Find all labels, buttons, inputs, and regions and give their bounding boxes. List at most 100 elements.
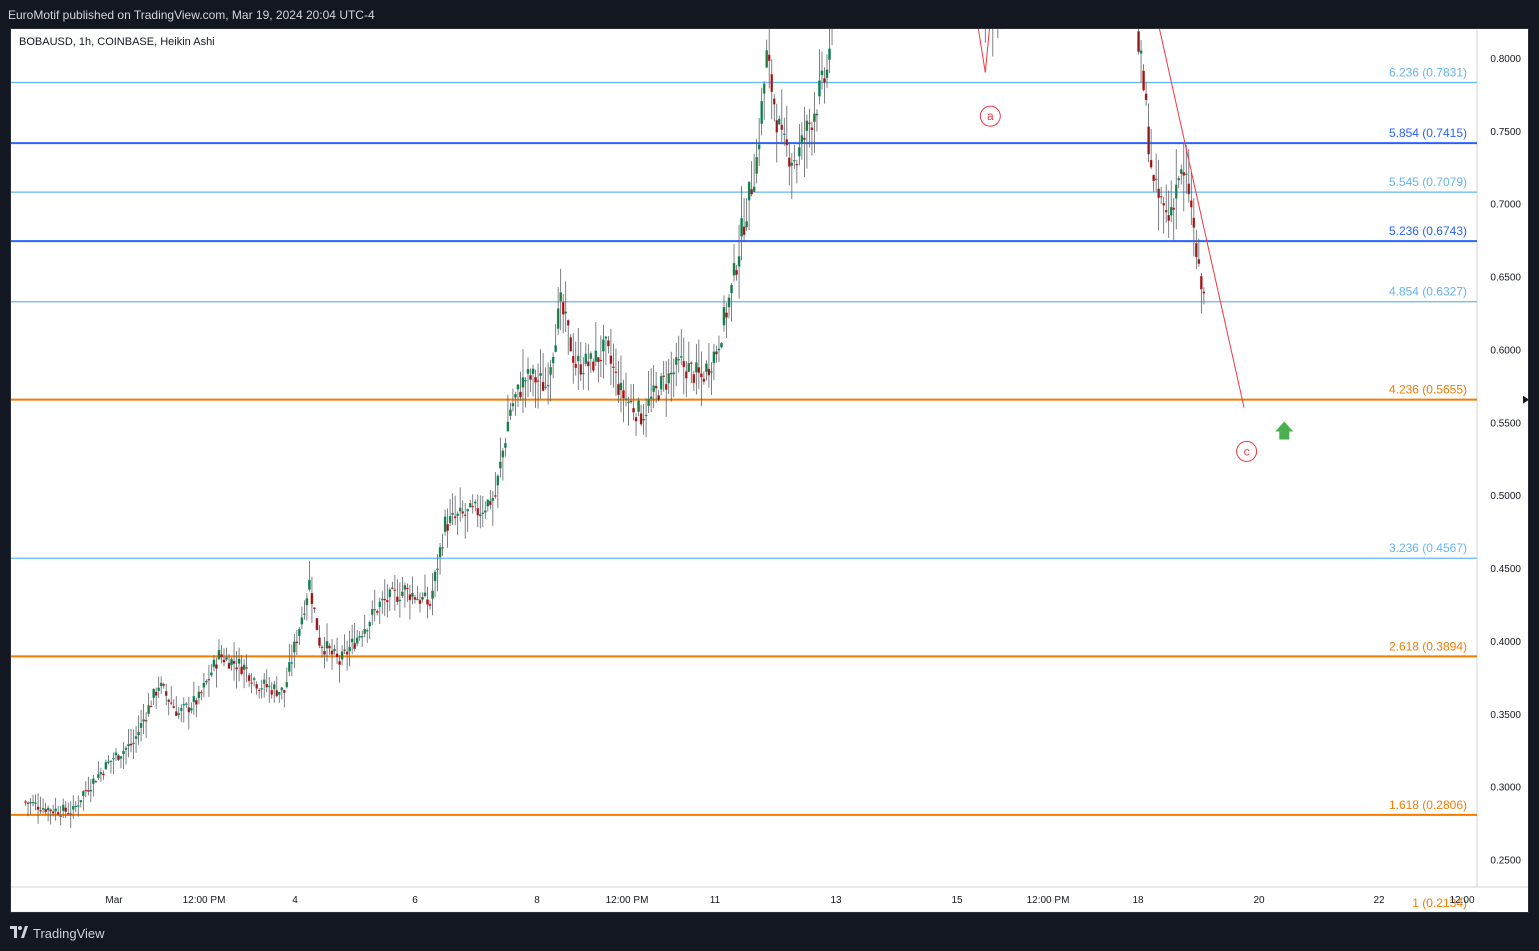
candle-body (134, 736, 138, 739)
fib-level-label: 4.854 (0.6327) (1389, 285, 1467, 299)
candle-body (152, 688, 155, 699)
fib-level-label: 6.236 (0.7831) (1389, 66, 1467, 80)
candle-body (267, 685, 271, 687)
candle-body (702, 378, 706, 382)
chart-frame[interactable]: 11.089 (1.3111)10.089 (1.2023)9.471 (1.1… (10, 28, 1529, 913)
candle-body (149, 705, 153, 708)
candle-body (247, 675, 251, 682)
fib-level-label: 1 (0.2134) (1412, 896, 1467, 910)
candle-body (107, 761, 110, 763)
candle-body (737, 256, 741, 267)
candle-body (612, 366, 615, 369)
candle-body (785, 139, 789, 146)
candle-body (436, 568, 439, 570)
candle-body (353, 642, 356, 650)
candle-body (220, 654, 223, 658)
candle-body (788, 157, 791, 167)
candle-body (278, 691, 281, 695)
candle-body (825, 69, 829, 78)
candle-body (1202, 291, 1206, 294)
candle-body (504, 443, 507, 448)
candle-body (433, 571, 437, 582)
candle-body (745, 221, 748, 228)
candle-body (473, 501, 477, 504)
price-tick-label: 0.5000 (1490, 491, 1521, 502)
candle-body (187, 707, 191, 713)
candle-body (29, 802, 32, 804)
candle-body (162, 683, 165, 686)
candle-body (727, 297, 731, 308)
candle-body (544, 386, 547, 388)
candle-body (755, 157, 758, 174)
candle-body (242, 664, 246, 670)
candle-body (642, 418, 645, 421)
trend-line (984, 29, 990, 73)
candle-body (288, 662, 291, 672)
candle-body (49, 809, 52, 812)
candle-body (448, 515, 452, 523)
candle-body (682, 360, 686, 368)
candle-body (1200, 276, 1203, 290)
candle-body (411, 593, 414, 597)
candle-body (212, 659, 216, 667)
candle-body (428, 603, 432, 606)
candle-body (59, 815, 62, 817)
candle-body (471, 505, 474, 508)
candle-body (41, 807, 45, 810)
candle-body (396, 596, 399, 603)
candle-body (742, 226, 746, 236)
candle-body (1190, 200, 1193, 208)
candle-body (386, 599, 389, 603)
candle-body (1139, 50, 1143, 54)
candle-body (164, 691, 168, 696)
candle-body (800, 135, 804, 144)
time-tick-label: 8 (534, 895, 540, 906)
candle-body (144, 720, 148, 722)
candle-body (197, 691, 201, 699)
candle-body (217, 649, 221, 660)
candle-body (403, 585, 407, 590)
price-tick-label: 0.5500 (1490, 418, 1521, 429)
candle-body (381, 598, 384, 601)
candle-body (376, 610, 379, 613)
price-tick-label: 0.4000 (1490, 637, 1521, 648)
candle-body (501, 450, 505, 458)
candle-body (210, 672, 213, 676)
fib-level-label: 5.545 (0.7079) (1389, 175, 1467, 189)
price-chart[interactable]: 11.089 (1.3111)10.089 (1.2023)9.471 (1.1… (11, 29, 1529, 913)
candle-body (147, 705, 150, 714)
candle-body (177, 713, 181, 716)
price-tick-label: 0.2500 (1490, 856, 1521, 867)
candle-body (102, 773, 105, 776)
candle-body (109, 760, 113, 762)
candle-body (468, 503, 472, 508)
candle-body (185, 703, 188, 705)
candle-body (534, 377, 537, 383)
candle-body (443, 516, 447, 533)
candle-body (783, 133, 786, 135)
candle-body (521, 377, 525, 388)
candle-body (250, 682, 253, 684)
candle-body (499, 461, 502, 469)
arrow-up-icon (1275, 421, 1294, 440)
candle-body (760, 101, 763, 124)
candle-body (74, 805, 78, 808)
candle-body (559, 292, 562, 302)
candle-body (664, 383, 668, 390)
candle-body (1157, 188, 1160, 198)
candle-body (293, 641, 296, 653)
candle-body (624, 398, 628, 400)
candle-body (104, 762, 108, 770)
candle-body (1164, 210, 1168, 213)
candle-body (406, 587, 409, 590)
candle-body (1192, 217, 1196, 228)
candle-body (813, 113, 816, 122)
candle-body (112, 758, 115, 760)
candle-body (1185, 173, 1188, 175)
candle-body (531, 368, 535, 375)
candle-body (345, 651, 349, 655)
candle-body (795, 163, 799, 166)
candle-body (514, 394, 517, 398)
candle-body (175, 711, 178, 717)
candle-body (303, 613, 306, 615)
